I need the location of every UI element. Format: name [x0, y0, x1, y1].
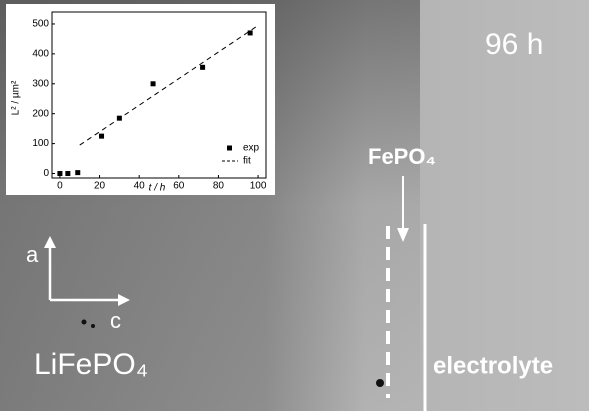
phase-label: FePO₄	[368, 144, 436, 169]
particle	[82, 320, 87, 325]
x-tick-label: 0	[57, 181, 63, 192]
x-tick-label: 80	[213, 181, 225, 192]
x-tick-label: 60	[173, 181, 185, 192]
y-tick-label: 200	[32, 108, 49, 119]
time-label: 96 h	[485, 28, 543, 61]
data-point	[57, 171, 62, 176]
page: {"image_labels": {"time": "96 h", "phase…	[0, 0, 589, 411]
data-point	[99, 134, 104, 139]
legend-label: fit	[243, 156, 251, 167]
x-tick-label: 40	[134, 181, 146, 192]
phase-label: LiFePO₄	[34, 348, 148, 381]
particle	[91, 324, 95, 328]
phase-label: electrolyte	[433, 352, 553, 379]
legend-label: exp	[243, 143, 260, 154]
y-tick-label: 100	[32, 138, 49, 149]
inset-chart: t / h L² / µm² 0 20 40 60 80 100 0 100 200 300 400…	[6, 4, 275, 195]
y-tick-label: 300	[32, 78, 49, 89]
data-point	[151, 81, 156, 86]
legend-key	[227, 146, 232, 151]
x-tick-label: 20	[94, 181, 106, 192]
data-point	[248, 30, 253, 35]
axis-label: a	[26, 242, 39, 267]
particle	[376, 379, 384, 387]
y-axis-label: L² / µm²	[11, 80, 22, 115]
x-axis-label: t / h	[149, 183, 166, 194]
data-point	[200, 65, 205, 70]
axis-label: c	[110, 308, 121, 333]
y-tick-label: 400	[32, 49, 49, 60]
inset-background	[6, 4, 275, 195]
y-tick-label: 0	[43, 168, 49, 179]
y-tick-label: 500	[32, 19, 49, 30]
x-tick-label: 100	[250, 181, 267, 192]
data-point	[65, 171, 70, 176]
data-point	[75, 170, 80, 175]
figure: 96 h FePO₄ a c LiFePO₄ electrolyte t / h…	[0, 0, 589, 411]
